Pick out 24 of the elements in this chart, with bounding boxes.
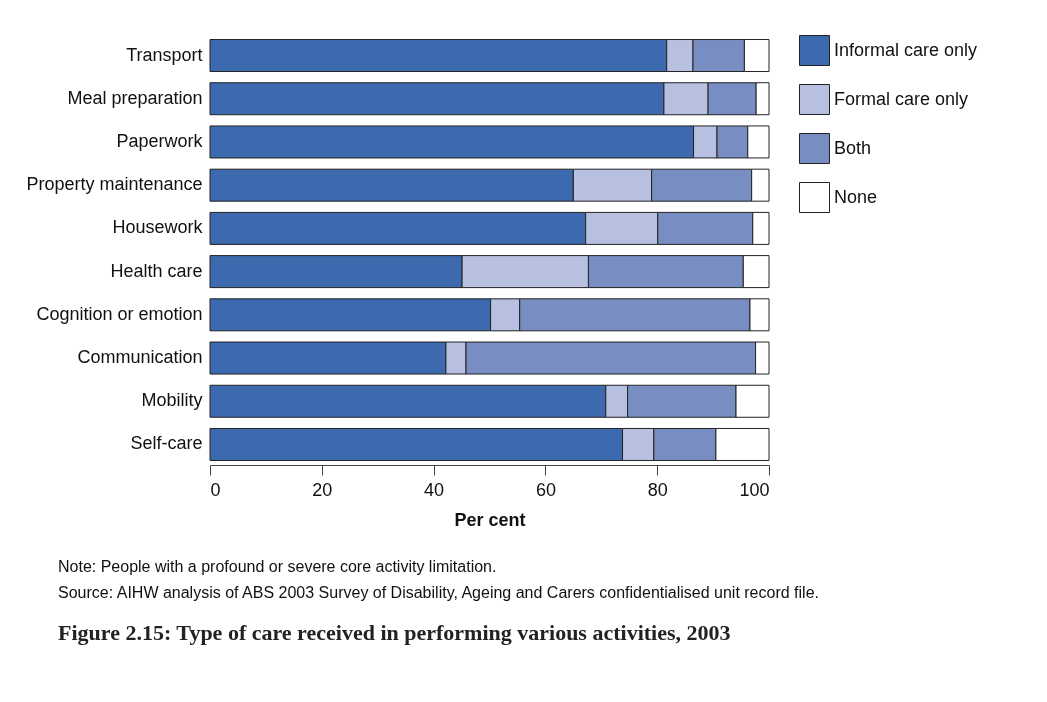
y-tick-label: Housework bbox=[112, 217, 204, 238]
y-tick-label: Property maintenance bbox=[26, 174, 203, 195]
x-tick-label: 40 bbox=[424, 479, 445, 500]
source-note: Source: AIHW analysis of ABS 2003 Survey of Disability, Ageing and Carers confidentialised unit record file. bbox=[58, 584, 820, 602]
y-tick-label: Paperwork bbox=[116, 130, 204, 151]
legend-label: Formal care only bbox=[834, 88, 969, 109]
y-tick-label: Mobility bbox=[141, 390, 203, 411]
text: Figure 2.15: Type of care received in performing various activities, 2003 bbox=[58, 620, 732, 646]
x-axis-title: Per cent bbox=[454, 509, 526, 530]
x-tick-label: 0 bbox=[210, 479, 221, 500]
x-tick-label: 80 bbox=[647, 479, 668, 500]
y-tick-label: Meal preparation bbox=[67, 87, 203, 108]
y-tick-label: Health care bbox=[110, 260, 203, 281]
text: Note: People with a profound or severe core activity limitation. bbox=[58, 558, 498, 576]
x-tick-label: 20 bbox=[312, 479, 333, 500]
legend-label: None bbox=[834, 186, 878, 207]
legend-label: Informal care only bbox=[834, 39, 978, 60]
y-tick-label: Communication bbox=[77, 347, 203, 368]
x-tick-label: 60 bbox=[535, 479, 556, 500]
x-tick-label: 100 bbox=[739, 479, 770, 500]
legend-label: Both bbox=[834, 137, 872, 158]
y-tick-label: Transport bbox=[126, 44, 203, 65]
y-tick-label: Cognition or emotion bbox=[36, 303, 203, 324]
y-tick-label: Self-care bbox=[130, 433, 203, 454]
